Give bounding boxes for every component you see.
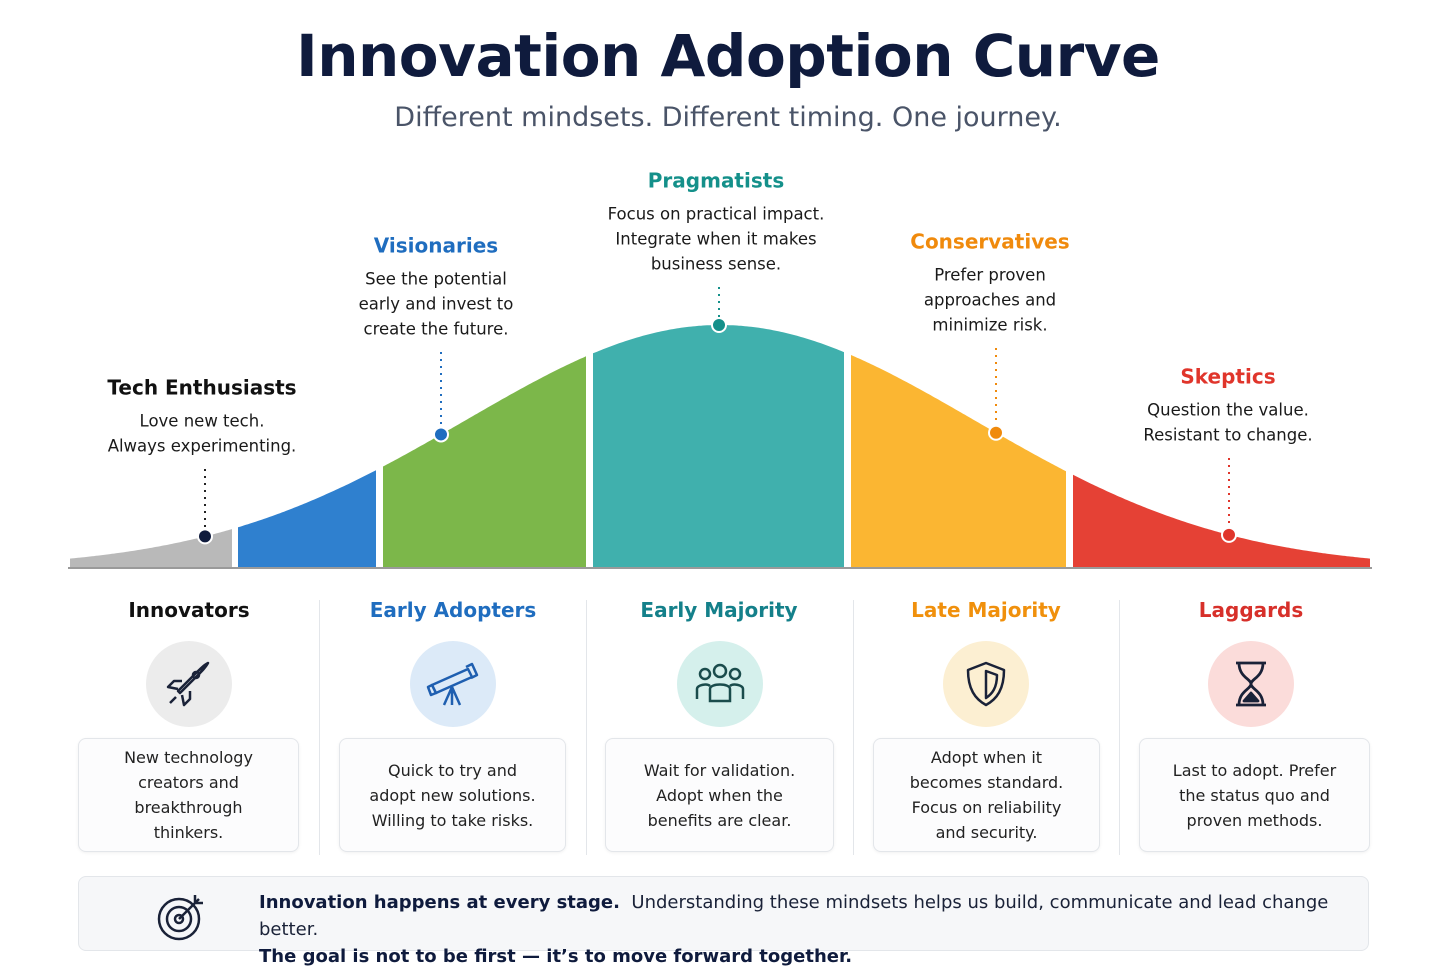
mindset-description: create the future.: [364, 320, 509, 339]
footer-text: Innovation happens at every stage. Under…: [259, 889, 1368, 970]
segment-description: Quick to try and adopt new solutions. Wi…: [339, 738, 566, 852]
target-icon: [157, 895, 203, 941]
segment-name: Late Majority: [911, 598, 1061, 622]
footer: Innovation happens at every stage. Under…: [78, 876, 1369, 967]
curve-segment: [1073, 474, 1370, 568]
mindset-description: Always experimenting.: [108, 437, 297, 456]
mindset-description: business sense.: [651, 255, 781, 274]
footer-body: Understanding these mindsets helps us bu…: [259, 892, 1329, 940]
mindset-description: Love new tech.: [140, 412, 265, 431]
curve-segment: [383, 356, 586, 568]
adoption-curve: Tech Enthusiasts Love new tech. Always exp…: [68, 169, 1372, 569]
group-icon: [677, 641, 763, 727]
marker-dot: [1221, 526, 1237, 543]
mindset-name: Tech Enthusiasts: [107, 376, 296, 400]
curve-segment: [851, 355, 1066, 568]
mindset-description: Resistant to change.: [1143, 426, 1312, 445]
mindset-name: Pragmatists: [648, 169, 784, 193]
mindset-description: Question the value.: [1147, 401, 1309, 420]
mindset-description: early and invest to: [359, 295, 514, 314]
mindset-name: Conservatives: [910, 230, 1069, 254]
mindset-description: Focus on practical impact.: [608, 205, 825, 224]
curve-segment: [593, 325, 844, 568]
segment-description: New technology creators and breakthrough…: [78, 738, 299, 852]
divider: [319, 600, 320, 855]
segment-name: Laggards: [1198, 598, 1304, 622]
marker-dot: [711, 317, 727, 334]
mindset-description: approaches and: [924, 291, 1056, 310]
marker-dot: [197, 528, 213, 545]
marker-dot: [433, 426, 449, 443]
footer-closing: The goal is not to be first — it’s to mo…: [259, 946, 853, 967]
mindset-description: Integrate when it makes: [615, 230, 816, 249]
shield-icon: [943, 641, 1029, 727]
segment-name: Innovators: [128, 598, 250, 622]
segment-name: Early Majority: [640, 598, 798, 622]
footer-lead: Innovation happens at every stage.: [259, 892, 620, 913]
mindset-description: See the potential: [365, 270, 507, 289]
title: Innovation Adoption Curve: [296, 22, 1160, 90]
marker-dot: [988, 424, 1004, 441]
segment-description: Wait for validation. Adopt when the bene…: [605, 738, 834, 852]
divider: [1119, 600, 1120, 855]
rocket-icon: [146, 641, 232, 727]
segment-name: Early Adopters: [369, 598, 537, 622]
segment-description: Adopt when it becomes standard. Focus on…: [873, 738, 1100, 852]
subtitle: Different mindsets. Different timing. On…: [394, 102, 1062, 133]
telescope-icon: [410, 641, 496, 727]
divider: [586, 600, 587, 855]
hourglass-icon: [1208, 641, 1294, 727]
mindset-description: Prefer proven: [934, 266, 1046, 285]
curve-segment: [238, 470, 376, 568]
mindset-name: Visionaries: [374, 234, 498, 258]
curve-segment: [70, 529, 232, 568]
mindset-description: minimize risk.: [932, 316, 1047, 335]
divider: [853, 600, 854, 855]
segment-description: Last to adopt. Prefer the status quo and…: [1139, 738, 1370, 852]
mindset-name: Skeptics: [1180, 365, 1275, 389]
